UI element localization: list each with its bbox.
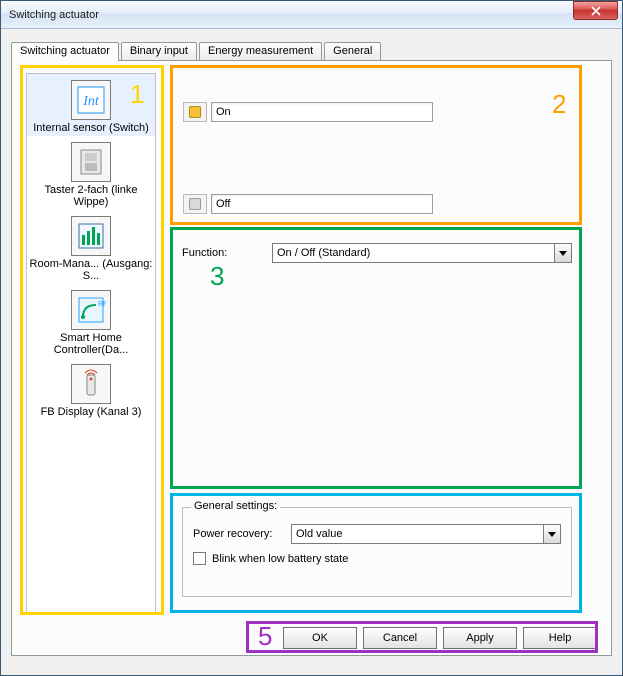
apply-button[interactable]: Apply [443,627,517,649]
tab-label: Energy measurement [208,45,313,57]
annotation-box-3 [170,227,582,489]
chevron-down-icon [559,251,567,256]
state-off-row: Off [182,193,434,215]
bulb-on-icon [189,106,201,118]
close-icon [591,6,601,16]
state-off-label: Off [216,198,230,210]
tab-label: Binary input [130,45,188,57]
svg-text:Int: Int [82,94,100,109]
window-title: Switching actuator [9,9,573,21]
annotation-label-3: 3 [210,261,224,292]
smart-home-icon: RF [71,290,111,330]
tab-panel: Int Internal sensor (Switch) Taster 2-fa… [11,60,612,656]
int-icon: Int [71,80,111,120]
state-off-field[interactable]: Off [211,194,433,214]
room-manager-icon [71,216,111,256]
tab-general[interactable]: General [324,42,381,60]
annotation-label-2: 2 [552,89,566,120]
device-list[interactable]: Int Internal sensor (Switch) Taster 2-fa… [26,73,156,613]
power-recovery-row: Power recovery: Old value [193,524,561,544]
blink-checkbox[interactable] [193,552,206,565]
general-settings-group: General settings: Power recovery: Old va… [182,507,572,597]
tab-switching-actuator[interactable]: Switching actuator [11,42,119,61]
button-label: OK [312,632,328,644]
tabstrip: Switching actuator Binary input Energy m… [11,39,612,60]
tab-binary-input[interactable]: Binary input [121,42,197,60]
state-on-field[interactable]: On [211,102,433,122]
cancel-button[interactable]: Cancel [363,627,437,649]
button-label: Cancel [383,632,417,644]
general-settings-legend: General settings: [191,500,280,512]
function-select[interactable]: On / Off (Standard) [272,243,572,263]
power-recovery-select[interactable]: Old value [291,524,561,544]
device-item-room-manager[interactable]: Room-Mana... (Ausgang: S... [27,210,155,284]
tab-label: Switching actuator [20,45,110,57]
device-item-fb-display[interactable]: FB Display (Kanal 3) [27,358,155,420]
device-item-smart-home[interactable]: RF Smart Home Controller(Da... [27,284,155,358]
state-off-chip[interactable] [183,194,207,214]
state-on-chip[interactable] [183,102,207,122]
taster-icon [71,142,111,182]
function-label: Function: [182,247,272,259]
function-row: Function: On / Off (Standard) [182,243,572,263]
tab-energy-measurement[interactable]: Energy measurement [199,42,322,60]
state-on-row: On [182,101,434,123]
tab-label: General [333,45,372,57]
chevron-down-icon [548,532,556,537]
annotation-label-5: 5 [258,621,272,652]
dialog-window: Switching actuator Switching actuator Bi… [0,0,623,676]
dropdown-button[interactable] [554,244,571,262]
device-label: Taster 2-fach (linke Wippe) [29,184,153,208]
power-recovery-value: Old value [292,528,543,540]
remote-icon [71,364,111,404]
button-label: Help [549,632,572,644]
blink-label: Blink when low battery state [212,553,348,565]
state-on-label: On [216,106,231,118]
device-item-internal-sensor[interactable]: Int Internal sensor (Switch) [27,74,155,136]
device-label: Smart Home Controller(Da... [29,332,153,356]
device-item-taster[interactable]: Taster 2-fach (linke Wippe) [27,136,155,210]
button-label: Apply [466,632,494,644]
button-bar: OK Cancel Apply Help [283,627,597,649]
ok-button[interactable]: OK [283,627,357,649]
device-label: FB Display (Kanal 3) [29,406,153,418]
device-label: Internal sensor (Switch) [29,122,153,134]
dropdown-button[interactable] [543,525,560,543]
client-area: Switching actuator Binary input Energy m… [1,29,622,675]
function-selected-text: On / Off (Standard) [273,247,554,259]
help-button[interactable]: Help [523,627,597,649]
power-recovery-label: Power recovery: [193,528,291,540]
bulb-off-icon [189,198,201,210]
close-button[interactable] [573,1,618,20]
blink-row: Blink when low battery state [193,552,348,565]
titlebar[interactable]: Switching actuator [1,1,622,29]
svg-text:RF: RF [98,301,106,308]
device-label: Room-Mana... (Ausgang: S... [29,258,153,282]
